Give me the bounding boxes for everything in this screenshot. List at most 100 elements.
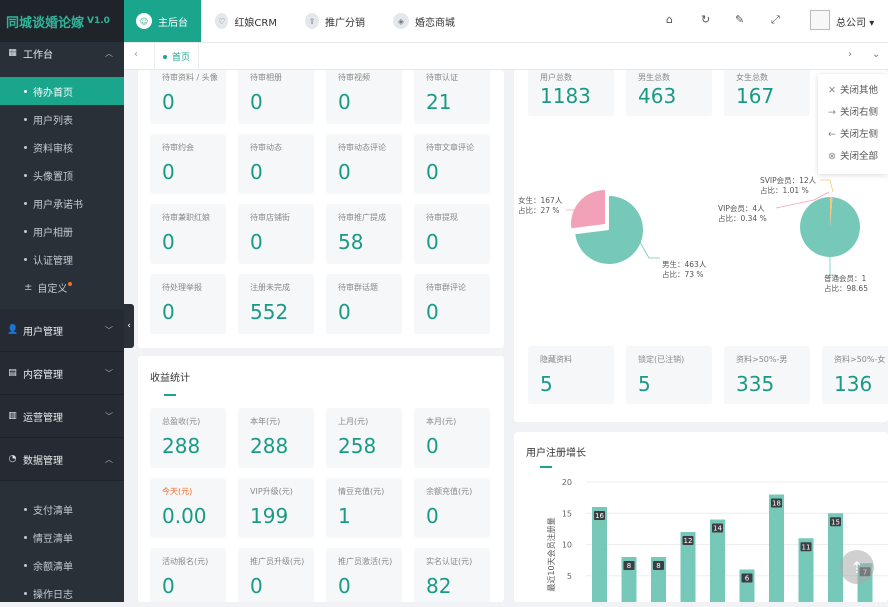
sidebar-group-workbench[interactable]: ▦ 工作台 ︿: [0, 42, 124, 64]
income-label: 上月(元): [338, 417, 369, 426]
stat-tile[interactable]: 待审群评论 0: [414, 274, 490, 334]
menu-item[interactable]: ← 关闭左侧: [828, 126, 878, 140]
sidebar-item[interactable]: 用户列表: [0, 105, 124, 133]
bullet-icon: [24, 591, 27, 595]
income-tile[interactable]: 推广员升级(元) 0: [238, 548, 314, 602]
stat-label: 用户总数: [540, 73, 572, 82]
income-tile[interactable]: 今天(元) 0.00: [150, 478, 226, 538]
bar[interactable]: [592, 507, 607, 602]
nav-tab[interactable]: ☺ 主后台: [124, 0, 201, 42]
stat-label: 待审推广提成: [338, 213, 386, 222]
income-tile[interactable]: 余额充值(元) 0: [414, 478, 490, 538]
tab-home[interactable]: 首页: [154, 43, 200, 70]
tab-menu-button[interactable]: ⌄: [872, 49, 881, 60]
sidebar-item[interactable]: 情豆清单: [0, 523, 124, 551]
stat-label: 待审群话题: [338, 283, 378, 292]
fullscreen-icon[interactable]: ⤢: [771, 13, 780, 26]
income-tile[interactable]: VIP升级(元) 199: [238, 478, 314, 538]
sidebar-group[interactable]: 👤 用户管理 ﹀: [0, 309, 124, 352]
user-stat-tile[interactable]: 资料>50%-男 335: [724, 346, 810, 404]
title-underline: [164, 394, 176, 396]
sidebar-item[interactable]: 支付清单: [0, 495, 124, 523]
refresh-icon[interactable]: ↻: [701, 13, 711, 26]
chevron-left-icon: ‹: [127, 321, 131, 331]
clear-cache-icon[interactable]: ✎: [735, 13, 745, 26]
income-tile[interactable]: 上月(元) 258: [326, 408, 402, 468]
user-stat-tile[interactable]: 用户总数 1183: [528, 70, 614, 116]
sidebar-item[interactable]: 资料审核: [0, 133, 124, 161]
tab-context-menu: ✕ 关闭其他 → 关闭右侧 ← 关闭左侧 ⊗ 关闭全部: [818, 74, 888, 174]
bullet-icon: [24, 145, 27, 149]
sidebar-group[interactable]: ◔ 数据管理 ︿: [0, 438, 124, 481]
sidebar-item[interactable]: 认证管理: [0, 245, 124, 273]
user-stat-tile[interactable]: 资料>50%-女 136: [822, 346, 888, 404]
user-stat-tile[interactable]: 女生总数 167: [724, 70, 810, 116]
stat-tile[interactable]: 待审资料 / 头像 0: [150, 70, 226, 124]
tab-scroll-left-button[interactable]: ‹: [134, 49, 138, 60]
income-tile[interactable]: 实名认证(元) 82: [414, 548, 490, 602]
stat-tile[interactable]: 待审提现 0: [414, 204, 490, 264]
sidebar-group[interactable]: ▥ 运营管理 ﹀: [0, 395, 124, 438]
income-tile[interactable]: 活动报名(元) 0: [150, 548, 226, 602]
bar[interactable]: [680, 532, 696, 602]
nav-tab[interactable]: ◈ 婚恋商城: [379, 0, 475, 42]
income-tile[interactable]: 情豆充值(元) 1: [326, 478, 402, 538]
bar[interactable]: [798, 538, 814, 602]
stat-tile[interactable]: 待审兼职红娘 0: [150, 204, 226, 264]
user-stat-tile[interactable]: 隐藏资料 5: [528, 346, 614, 404]
stat-tile[interactable]: 待审推广提成 58: [326, 204, 402, 264]
sidebar-item-label: 自定义: [37, 283, 68, 295]
stat-tile[interactable]: 待审动态评论 0: [326, 134, 402, 194]
company-selector[interactable]: 总公司 ▾: [836, 14, 874, 29]
nav-tab[interactable]: ♡ 红娘CRM: [201, 0, 291, 42]
stat-tile[interactable]: 待审文章评论 0: [414, 134, 490, 194]
income-tile[interactable]: 推广员激活(元) 0: [326, 548, 402, 602]
income-tile[interactable]: 总盈收(元) 288: [150, 408, 226, 468]
leader-svip: [820, 179, 834, 193]
bar[interactable]: [769, 494, 784, 603]
stat-label: 锁定(已注销): [638, 355, 685, 364]
stat-tile[interactable]: 注册未完成 552: [238, 274, 314, 334]
stat-tile[interactable]: 待审群话题 0: [326, 274, 402, 334]
bar[interactable]: [828, 513, 843, 602]
leader-normal: [829, 257, 836, 276]
stat-tile[interactable]: 待审视频 0: [326, 70, 402, 124]
sidebar-item[interactable]: ± 自定义: [0, 273, 124, 301]
stat-tile[interactable]: 待审店铺街 0: [238, 204, 314, 264]
sidebar-item[interactable]: 用户承诺书: [0, 189, 124, 217]
bar-value-label: 8: [627, 562, 631, 570]
growth-title: 用户注册增长: [526, 448, 586, 459]
back-to-top-button[interactable]: ⇡: [840, 550, 874, 584]
sidebar-item[interactable]: 用户相册: [0, 217, 124, 245]
sidebar-group[interactable]: ▤ 内容管理 ﹀: [0, 352, 124, 395]
nav-tab-label: 推广分销: [325, 17, 365, 29]
home-icon[interactable]: ⌂: [666, 13, 673, 26]
sidebar-item[interactable]: 头像置顶: [0, 161, 124, 189]
stat-tile[interactable]: 待审约会 0: [150, 134, 226, 194]
stat-tile[interactable]: 待处理举报 0: [150, 274, 226, 334]
income-tile[interactable]: 本月(元) 0: [414, 408, 490, 468]
menu-item[interactable]: → 关闭右侧: [828, 104, 878, 118]
income-tile[interactable]: 本年(元) 288: [238, 408, 314, 468]
menu-item[interactable]: ⊗ 关闭全部: [828, 148, 878, 162]
stat-tile[interactable]: 待审认证 21: [414, 70, 490, 124]
sidebar-collapse-button[interactable]: ‹: [124, 304, 134, 348]
user-stat-tile[interactable]: 锁定(已注销) 5: [626, 346, 712, 404]
user-stat-tile[interactable]: 男生总数 463: [626, 70, 712, 116]
stat-value: 0: [250, 90, 263, 114]
bar[interactable]: [710, 519, 725, 603]
brand-logo[interactable]: 同城谈婚论嫁 V1.0: [0, 0, 124, 42]
sidebar-item[interactable]: 待办首页: [0, 77, 124, 105]
nav-tab[interactable]: ⇪ 推广分销: [291, 0, 379, 42]
arrow-right-icon: →: [828, 107, 836, 118]
sidebar-item[interactable]: 余额清单: [0, 551, 124, 579]
stat-tile[interactable]: 待审动态 0: [238, 134, 314, 194]
avatar[interactable]: [810, 10, 830, 30]
sidebar-item[interactable]: 操作日志: [0, 579, 124, 607]
menu-item[interactable]: ✕ 关闭其他: [828, 82, 878, 96]
stat-label: 待审文章评论: [426, 143, 474, 152]
stat-label: 男生总数: [638, 73, 670, 82]
stat-label: 资料>50%-女: [834, 355, 886, 364]
tab-scroll-right-button[interactable]: ›: [848, 49, 852, 60]
stat-tile[interactable]: 待审相册 0: [238, 70, 314, 124]
